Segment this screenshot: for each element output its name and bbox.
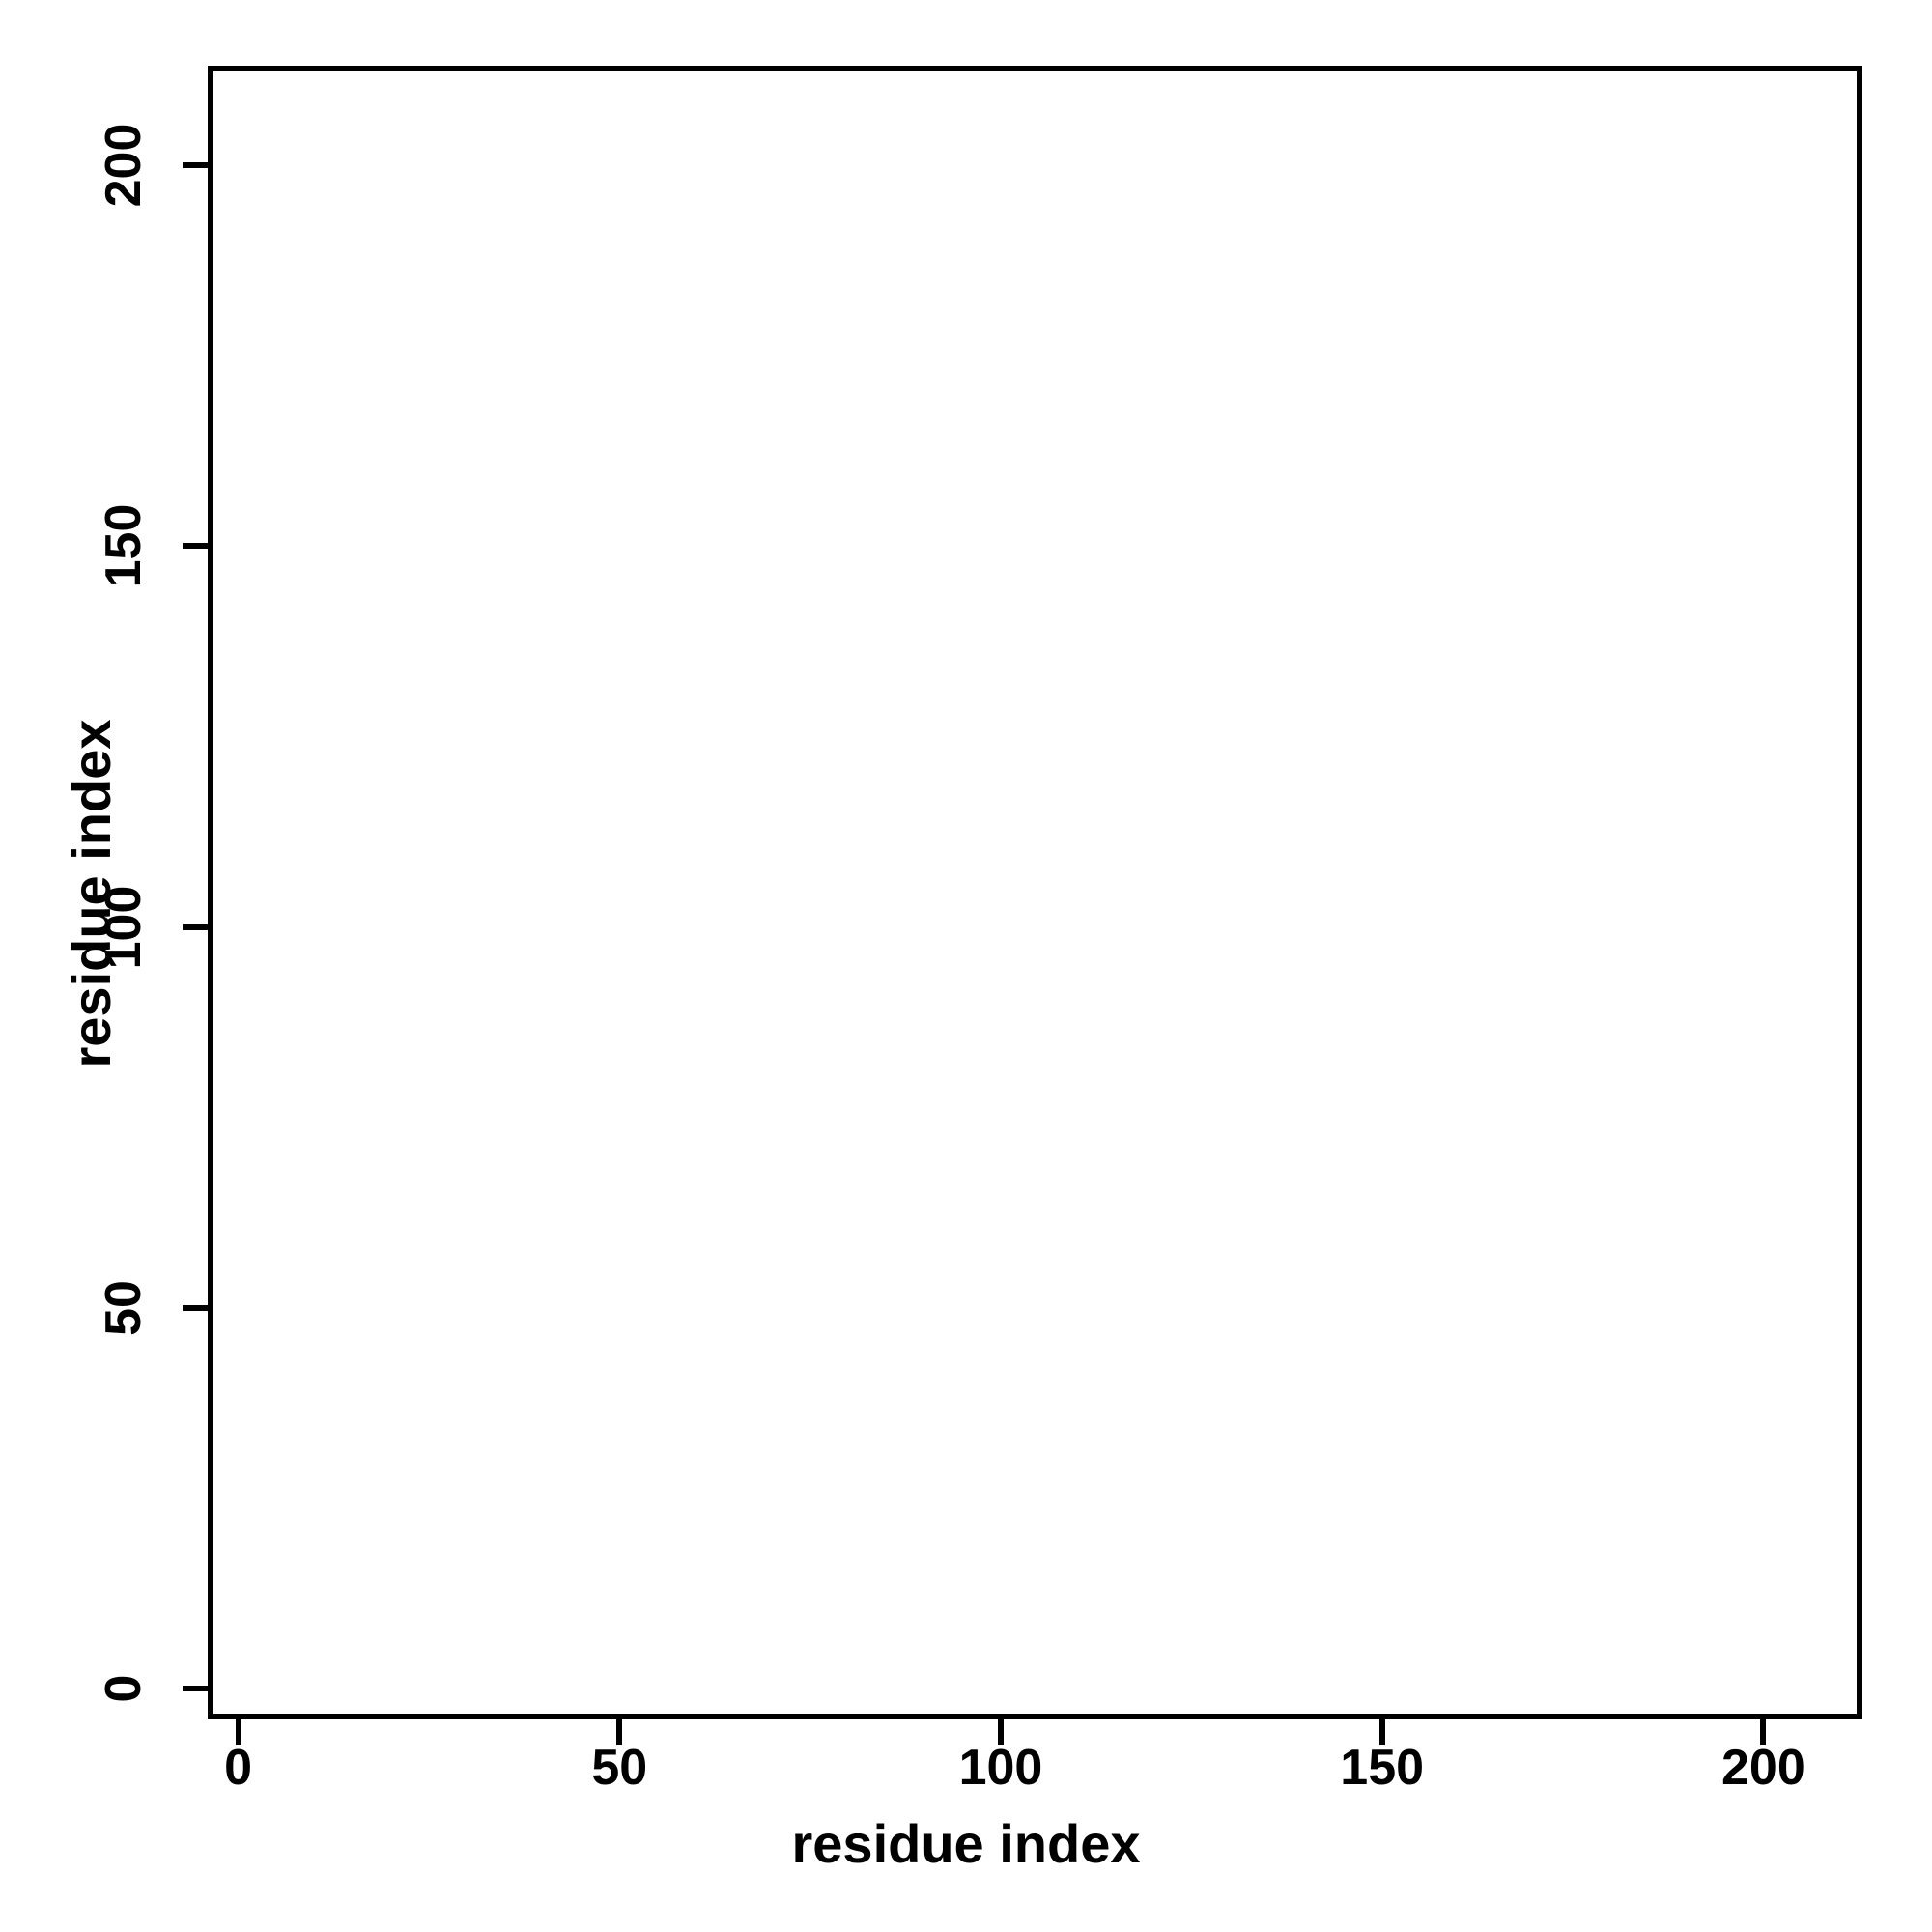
- y-tickmark-50: [183, 1304, 208, 1311]
- x-tick-label-150: 150: [1340, 1740, 1425, 1796]
- x-tick-label-50: 50: [591, 1740, 648, 1796]
- x-tickmark-100: [997, 1719, 1004, 1745]
- x-axis-title: residue index: [791, 1813, 1141, 1874]
- y-tickmark-150: [183, 543, 208, 550]
- y-axis-title: residue index: [61, 719, 122, 1068]
- x-tick-label-100: 100: [958, 1740, 1043, 1796]
- x-tick-label-200: 200: [1720, 1740, 1805, 1796]
- x-tickmark-50: [616, 1719, 623, 1745]
- x-tickmark-200: [1760, 1719, 1767, 1745]
- x-tick-label-0: 0: [224, 1740, 253, 1796]
- y-tickmark-100: [183, 923, 208, 930]
- y-tickmark-0: [183, 1686, 208, 1692]
- plot-frame-border: [208, 66, 1862, 1719]
- x-tickmark-150: [1378, 1719, 1385, 1745]
- x-tickmark-0: [235, 1719, 242, 1745]
- y-tickmark-200: [183, 161, 208, 168]
